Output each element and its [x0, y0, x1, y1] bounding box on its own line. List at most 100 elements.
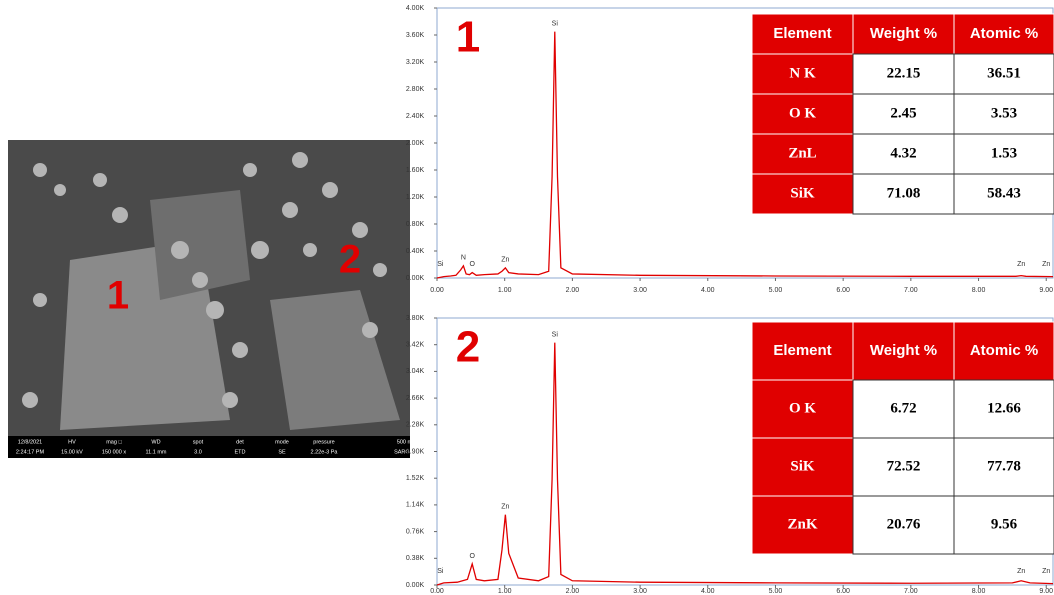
- x-tick-label: 6.00: [836, 588, 850, 595]
- table-text: 22.15: [887, 65, 921, 81]
- x-tick-label: 8.00: [972, 287, 986, 294]
- y-tick-label: 3.42K: [406, 342, 425, 349]
- peak-label: Zn: [1042, 568, 1050, 575]
- peak-label: Zn: [501, 504, 509, 511]
- x-tick-label: 9.00: [1039, 287, 1053, 294]
- peak-label: O: [469, 553, 475, 560]
- y-tick-label: 2.00K: [406, 140, 425, 147]
- table-text: SiK: [790, 458, 815, 474]
- y-tick-label: 0.00K: [406, 582, 425, 589]
- info-text: 3.0: [194, 449, 202, 455]
- x-tick-label: 9.00: [1039, 588, 1053, 595]
- table-text: 6.72: [890, 400, 916, 416]
- x-tick-label: 0.00: [430, 287, 444, 294]
- info-text: 12/8/2021: [18, 439, 42, 445]
- peak-label: Si: [437, 568, 444, 575]
- table-text: 3.53: [991, 105, 1017, 121]
- table-header: Weight %: [870, 25, 937, 42]
- table-header: Element: [773, 25, 831, 42]
- peak-label: Si: [552, 20, 559, 27]
- x-tick-label: 5.00: [769, 287, 783, 294]
- table-text: 9.56: [991, 516, 1018, 532]
- table-text: 12.66: [987, 400, 1021, 416]
- y-tick-label: 0.00K: [406, 275, 425, 282]
- table-header: Element: [773, 342, 831, 359]
- info-text: 2.22e-3 Pa: [311, 449, 339, 455]
- y-tick-label: 1.20K: [406, 194, 425, 201]
- table-text: N K: [789, 65, 816, 81]
- table-text: 36.51: [987, 65, 1021, 81]
- x-tick-label: 1.00: [498, 287, 512, 294]
- peak-label: Si: [552, 331, 559, 338]
- y-tick-label: 3.04K: [406, 368, 425, 375]
- charts: 0.00K0.40K0.80K1.20K1.60K2.00K2.40K2.80K…: [406, 5, 1054, 595]
- y-tick-label: 3.80K: [406, 315, 425, 322]
- table-header: Weight %: [870, 342, 937, 359]
- y-tick-label: 1.14K: [406, 502, 425, 509]
- peak-label: N: [461, 255, 466, 262]
- peak-label: Zn: [1042, 261, 1050, 268]
- info-text: SE: [278, 449, 286, 455]
- y-tick-label: 4.00K: [406, 5, 425, 12]
- y-tick-label: 2.66K: [406, 395, 425, 402]
- x-tick-label: 3.00: [633, 287, 647, 294]
- y-tick-label: 0.80K: [406, 221, 425, 228]
- table-text: ZnL: [788, 145, 816, 161]
- table-text: 20.76: [887, 516, 921, 532]
- peak-label: Zn: [1017, 568, 1025, 575]
- x-tick-label: 7.00: [904, 588, 918, 595]
- x-tick-label: 2.00: [566, 287, 580, 294]
- table-text: 72.52: [887, 458, 921, 474]
- y-tick-label: 0.76K: [406, 528, 425, 535]
- table-text: 4.32: [890, 145, 916, 161]
- info-text: 500 nm: [397, 439, 416, 445]
- figure: 1 2 12/8/20212:24:17 PMHV15.00 kVmag □15…: [0, 0, 1054, 595]
- region-label: 2: [339, 238, 361, 282]
- info-text: det: [236, 439, 244, 445]
- y-tick-label: 2.40K: [406, 113, 425, 120]
- info-text: WD: [151, 439, 160, 445]
- x-tick-label: 5.00: [769, 588, 783, 595]
- table-text: 71.08: [887, 185, 921, 201]
- table-text: SiK: [790, 185, 815, 201]
- table-text: 58.43: [987, 185, 1021, 201]
- peak-label: Si: [437, 261, 444, 268]
- y-tick-label: 0.40K: [406, 248, 425, 255]
- table-text: 77.78: [987, 458, 1021, 474]
- peak-label: Zn: [501, 257, 509, 264]
- y-tick-label: 1.90K: [406, 448, 425, 455]
- info-text: mag □: [106, 439, 122, 445]
- x-tick-label: 4.00: [701, 287, 715, 294]
- x-tick-label: 3.00: [633, 588, 647, 595]
- table-header: Atomic %: [970, 342, 1038, 359]
- y-tick-label: 1.60K: [406, 167, 425, 174]
- table-text: 2.45: [890, 105, 916, 121]
- table-text: 1.53: [991, 145, 1017, 161]
- x-tick-label: 8.00: [972, 588, 986, 595]
- y-tick-label: 2.28K: [406, 422, 425, 429]
- x-tick-label: 2.00: [566, 588, 580, 595]
- peak-label: O: [469, 261, 475, 268]
- x-tick-label: 0.00: [430, 588, 444, 595]
- info-text: HV: [68, 439, 76, 445]
- table-text: O K: [789, 400, 816, 416]
- info-text: spot: [193, 439, 204, 445]
- info-text: 150 000 x: [102, 449, 126, 455]
- info-text: 11.1 mm: [146, 449, 167, 455]
- x-tick-label: 7.00: [904, 287, 918, 294]
- table-text: ZnK: [787, 516, 817, 532]
- y-tick-label: 3.20K: [406, 59, 425, 66]
- info-text: ETD: [235, 449, 246, 455]
- info-text: pressure: [313, 439, 334, 445]
- info-text: mode: [275, 439, 289, 445]
- y-tick-label: 3.60K: [406, 32, 425, 39]
- spectrum-number: 2: [456, 323, 480, 372]
- peak-label: Zn: [1017, 261, 1025, 268]
- info-text: 2:24:17 PM: [16, 449, 45, 455]
- x-tick-label: 1.00: [498, 588, 512, 595]
- y-tick-label: 0.38K: [406, 555, 425, 562]
- info-text: 15.00 kV: [61, 449, 83, 455]
- x-tick-label: 6.00: [836, 287, 850, 294]
- table-text: O K: [789, 105, 816, 121]
